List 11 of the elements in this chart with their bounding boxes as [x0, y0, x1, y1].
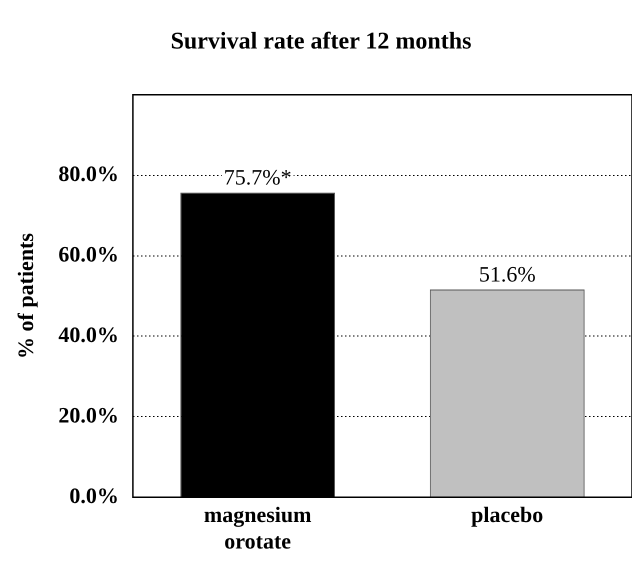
y-tick-label: 20.0% [58, 402, 119, 428]
y-tick-label: 40.0% [58, 322, 119, 347]
y-axis-title: % of patients [12, 232, 38, 359]
data-label: 51.6% [478, 261, 536, 286]
chart-title: Survival rate after 12 months [170, 28, 472, 55]
x-tick-label: placebo [471, 502, 544, 528]
y-tick-label: 60.0% [58, 241, 119, 266]
x-tick-label: magnesium orotate [204, 502, 312, 554]
y-tick-label: 80.0% [58, 160, 119, 186]
data-label: 75.7%* [224, 164, 292, 190]
y-tick-label: 0.0% [69, 482, 119, 508]
